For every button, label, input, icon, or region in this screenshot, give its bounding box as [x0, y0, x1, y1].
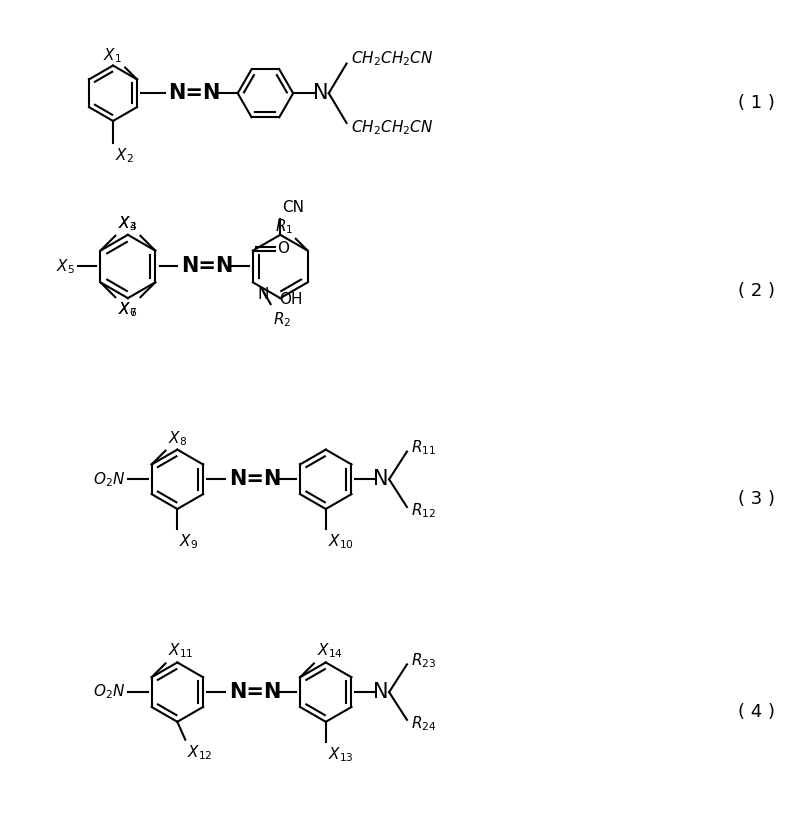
Text: $X_3$: $X_3$	[118, 214, 138, 233]
Text: ( 2 ): ( 2 )	[738, 282, 774, 300]
Text: N=N: N=N	[229, 469, 281, 489]
Text: $X_8$: $X_8$	[169, 429, 187, 448]
Text: $X_6$: $X_6$	[118, 300, 138, 319]
Text: $X_{14}$: $X_{14}$	[317, 642, 343, 660]
Text: N: N	[258, 287, 269, 302]
Text: N: N	[374, 682, 389, 702]
Text: $X_2$: $X_2$	[115, 146, 134, 165]
Text: N: N	[374, 469, 389, 489]
Text: $O_2N$: $O_2N$	[93, 470, 125, 488]
Text: $R_{24}$: $R_{24}$	[411, 714, 436, 733]
Text: $CH_2CH_2CN$: $CH_2CH_2CN$	[350, 118, 433, 137]
Text: ( 3 ): ( 3 )	[738, 490, 774, 508]
Text: $O_2N$: $O_2N$	[93, 683, 125, 701]
Text: $X_4$: $X_4$	[118, 214, 138, 233]
Text: $R_2$: $R_2$	[273, 310, 291, 329]
Text: $X_1$: $X_1$	[103, 46, 122, 65]
Text: N=N: N=N	[182, 256, 234, 276]
Text: N=N: N=N	[169, 83, 221, 104]
Text: O: O	[278, 241, 290, 256]
Text: OH: OH	[279, 292, 302, 307]
Text: ( 1 ): ( 1 )	[738, 95, 774, 112]
Text: ( 4 ): ( 4 )	[738, 703, 774, 721]
Text: $R_{11}$: $R_{11}$	[411, 438, 436, 457]
Text: $R_1$: $R_1$	[274, 217, 293, 236]
Text: $X_9$: $X_9$	[179, 533, 198, 552]
Text: $X_7$: $X_7$	[118, 300, 138, 319]
Text: $R_{23}$: $R_{23}$	[411, 651, 436, 670]
Text: $X_{10}$: $X_{10}$	[328, 533, 354, 552]
Text: N=N: N=N	[229, 682, 281, 702]
Text: $R_{12}$: $R_{12}$	[411, 501, 436, 520]
Text: $CH_2CH_2CN$: $CH_2CH_2CN$	[350, 49, 433, 68]
Text: $X_5$: $X_5$	[55, 257, 74, 276]
Text: CN: CN	[282, 200, 304, 215]
Text: $X_{13}$: $X_{13}$	[328, 746, 354, 764]
Text: $X_{12}$: $X_{12}$	[187, 744, 213, 762]
Text: N: N	[313, 83, 329, 104]
Text: $X_{11}$: $X_{11}$	[169, 642, 194, 660]
